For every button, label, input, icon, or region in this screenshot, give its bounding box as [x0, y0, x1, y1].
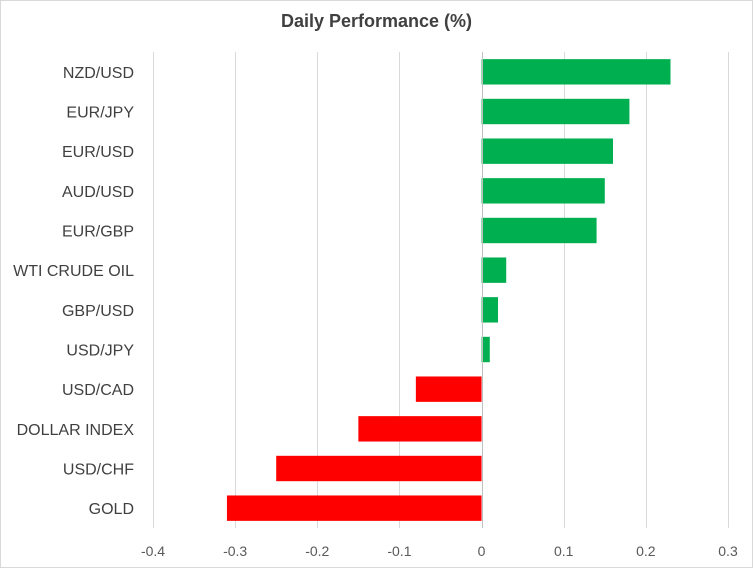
x-tick-label: -0.2: [305, 543, 329, 559]
category-label: NZD/USD: [63, 65, 134, 82]
category-label: GOLD: [89, 501, 134, 518]
x-tick-label: -0.1: [387, 543, 411, 559]
x-tick-label: -0.3: [223, 543, 247, 559]
bar: [481, 98, 630, 125]
category-label: USD/JPY: [66, 343, 134, 360]
x-tick-label: 0.1: [554, 543, 574, 559]
bar: [226, 495, 482, 521]
x-tick-label: 0.3: [718, 543, 738, 559]
bar: [481, 336, 490, 363]
category-label: DOLLAR INDEX: [17, 422, 135, 439]
category-label: GBP/USD: [62, 303, 134, 320]
bar: [481, 59, 671, 85]
x-tick-label: -0.4: [141, 543, 165, 559]
bar: [481, 297, 498, 323]
category-label: WTI CRUDE OIL: [13, 263, 134, 280]
category-label: AUD/USD: [62, 184, 134, 201]
x-tick-label: 0: [478, 543, 486, 559]
gridlines: [153, 52, 729, 528]
bar: [415, 376, 482, 402]
x-tick-label: 0.2: [636, 543, 656, 559]
category-label: EUR/JPY: [66, 105, 134, 122]
chart-title: Daily Performance (%): [280, 11, 473, 31]
bar: [481, 217, 597, 244]
category-label: EUR/GBP: [62, 224, 134, 241]
category-label: EUR/USD: [62, 144, 134, 161]
bar: [276, 455, 482, 482]
bar: [358, 416, 482, 442]
bar: [481, 257, 507, 283]
bar: [481, 178, 605, 204]
category-label: USD/CHF: [63, 462, 134, 479]
category-label: USD/CAD: [62, 382, 134, 399]
bar: [481, 138, 613, 164]
bars: [226, 59, 671, 521]
labels: -0.4 -0.3 -0.2 -0.1 0 0.1 0.2 0.3 NZD/USD EUR/JPY…: [13, 65, 738, 559]
